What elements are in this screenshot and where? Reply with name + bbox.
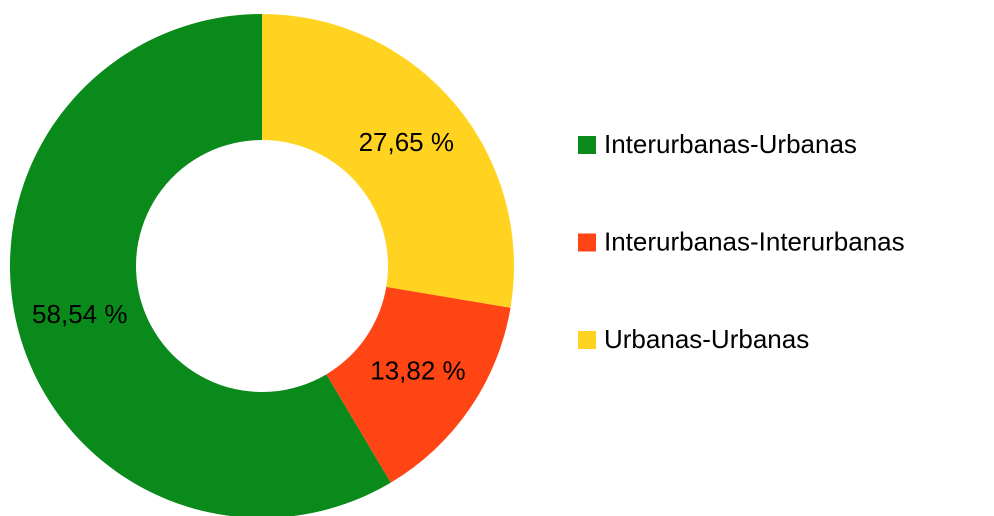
legend-label: Urbanas-Urbanas <box>604 324 809 354</box>
donut-slice <box>326 286 511 483</box>
legend-label: Interurbanas-Interurbanas <box>604 226 905 256</box>
data-label: 58,54 % <box>32 299 127 329</box>
legend-label: Interurbanas-Urbanas <box>604 129 857 159</box>
legend-swatch <box>578 233 596 252</box>
data-label: 27,65 % <box>359 127 454 157</box>
legend-swatch <box>578 136 596 154</box>
donut-slice <box>10 14 391 516</box>
legend-swatch <box>578 331 596 349</box>
data-label: 13,82 % <box>370 356 465 386</box>
donut-slice <box>262 14 514 308</box>
